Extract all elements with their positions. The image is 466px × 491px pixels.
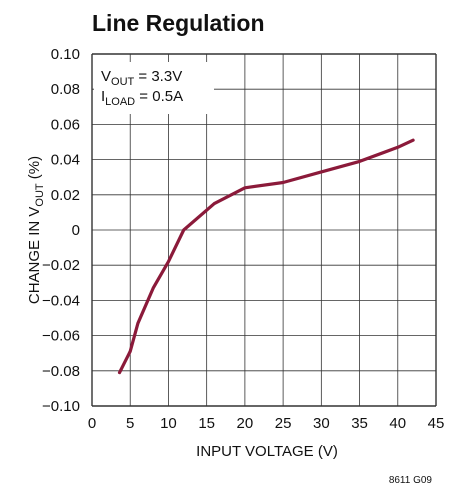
- x-tick-label: 45: [428, 415, 445, 432]
- chart-title: Line Regulation: [92, 10, 265, 36]
- x-tick-label: 40: [389, 415, 406, 432]
- y-tick-label: 0: [72, 222, 80, 239]
- y-tick-label: −0.08: [42, 363, 80, 380]
- annotation-vout: VOUT = 3.3V: [101, 68, 182, 88]
- figure-id: 8611 G09: [389, 475, 433, 486]
- x-tick-label: 15: [198, 415, 215, 432]
- x-tick-label: 0: [88, 415, 96, 432]
- series-line: [117, 138, 415, 375]
- x-tick-label: 5: [126, 415, 134, 432]
- x-tick-label: 10: [160, 415, 177, 432]
- y-tick-label: 0.08: [51, 81, 80, 98]
- y-tick-label: −0.10: [42, 398, 80, 415]
- x-tick-label: 25: [275, 415, 292, 432]
- y-tick-label: 0.06: [51, 116, 80, 133]
- data-series: [117, 138, 415, 375]
- legend-box: [94, 62, 214, 114]
- x-axis-label: INPUT VOLTAGE (V): [196, 443, 338, 460]
- x-tick-label: 30: [313, 415, 330, 432]
- x-tick-label: 20: [237, 415, 254, 432]
- annotation-iload: ILOAD = 0.5A: [101, 88, 183, 108]
- y-tick-label: −0.04: [42, 292, 80, 309]
- y-tick-label: 0.02: [51, 187, 80, 204]
- y-axis-label: CHANGE IN VOUT (%): [26, 156, 46, 304]
- y-tick-label: 0.10: [51, 46, 80, 63]
- y-tick-label: −0.06: [42, 328, 80, 345]
- y-tick-label: 0.04: [51, 152, 80, 169]
- y-tick-labels: 0.10 0.08 0.06 0.04 0.02 0 −0.02 −0.04 −0.06 −0.0…: [42, 46, 80, 415]
- x-tick-label: 35: [351, 415, 368, 432]
- y-tick-label: −0.02: [42, 257, 80, 274]
- x-tick-labels: 0 5 10 15 20 25 30 35 40 45: [88, 415, 445, 432]
